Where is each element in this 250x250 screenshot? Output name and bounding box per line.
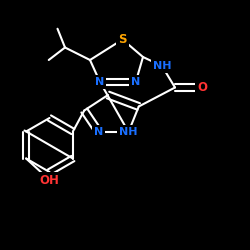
Text: OH: OH [40,174,60,186]
Text: N: N [94,127,104,137]
Text: N: N [96,77,104,87]
Text: N: N [131,77,140,87]
Text: NH: NH [119,127,138,137]
Text: NH: NH [153,61,171,71]
Text: O: O [197,81,207,94]
Text: S: S [118,33,127,46]
